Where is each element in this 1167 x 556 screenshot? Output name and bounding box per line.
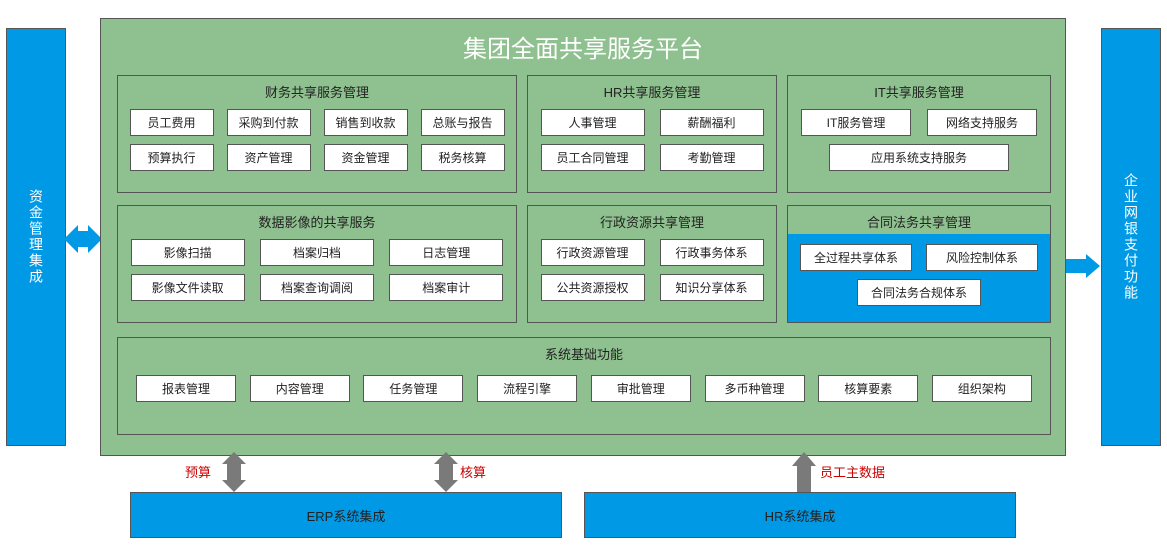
group-it: IT共享服务管理 IT服务管理 网络支持服务 应用系统支持服务: [787, 75, 1051, 193]
group-hr: HR共享服务管理 人事管理 薪酬福利 员工合同管理 考勤管理: [527, 75, 777, 193]
data-item-5: 档案审计: [389, 274, 503, 301]
group-base: 系统基础功能 报表管理 内容管理 任务管理 流程引擎 审批管理 多币种管理 核算…: [117, 337, 1051, 435]
it-item-0: IT服务管理: [801, 109, 911, 136]
group-finance: 财务共享服务管理 员工费用 采购到付款 销售到收款 总账与报告 预算执行 资产管…: [117, 75, 517, 193]
base-item-7: 组织架构: [932, 375, 1032, 402]
group-admin: 行政资源共享管理 行政资源管理 行政事务体系 公共资源授权 知识分享体系: [527, 205, 777, 323]
arrow-employee: [792, 452, 816, 492]
bottom-erp-label: ERP系统集成: [307, 506, 386, 525]
admin-item-2: 公共资源授权: [541, 274, 645, 301]
arrow-budget: [222, 452, 246, 492]
main-panel: 集团全面共享服务平台 财务共享服务管理 员工费用 采购到付款 销售到收款 总账与…: [100, 18, 1066, 456]
group-hr-title: HR共享服务管理: [528, 76, 776, 105]
group-finance-title: 财务共享服务管理: [118, 76, 516, 105]
label-budget: 预算: [185, 462, 211, 481]
base-item-5: 多币种管理: [705, 375, 805, 402]
base-item-0: 报表管理: [136, 375, 236, 402]
group-legal-title: 合同法务共享管理: [788, 206, 1050, 235]
arrow-right: [1066, 254, 1100, 278]
legal-item-0: 全过程共享体系: [800, 244, 912, 271]
data-item-4: 档案查询调阅: [260, 274, 374, 301]
finance-item-0: 员工费用: [130, 109, 214, 136]
group-admin-title: 行政资源共享管理: [528, 206, 776, 235]
group-data: 数据影像的共享服务 影像扫描 档案归档 日志管理 影像文件读取 档案查询调阅 档…: [117, 205, 517, 323]
admin-item-1: 行政事务体系: [660, 239, 764, 266]
main-title: 集团全面共享服务平台: [101, 19, 1065, 72]
arrow-left: [64, 225, 102, 253]
hr-item-0: 人事管理: [541, 109, 645, 136]
base-item-4: 审批管理: [591, 375, 691, 402]
group-base-title: 系统基础功能: [118, 338, 1050, 367]
right-side-box: 企业网银支付功能: [1101, 28, 1161, 446]
bottom-hr-label: HR系统集成: [765, 506, 836, 525]
data-item-1: 档案归档: [260, 239, 374, 266]
hr-item-1: 薪酬福利: [660, 109, 764, 136]
bottom-erp: ERP系统集成: [130, 492, 562, 538]
bottom-hr: HR系统集成: [584, 492, 1016, 538]
it-item-1: 网络支持服务: [927, 109, 1037, 136]
finance-item-1: 采购到付款: [227, 109, 311, 136]
label-employee-master: 员工主数据: [820, 462, 885, 481]
group-it-title: IT共享服务管理: [788, 76, 1050, 105]
label-accounting: 核算: [460, 462, 486, 481]
base-item-3: 流程引擎: [477, 375, 577, 402]
group-data-title: 数据影像的共享服务: [118, 206, 516, 235]
base-item-6: 核算要素: [818, 375, 918, 402]
finance-item-6: 资金管理: [324, 144, 408, 171]
base-item-2: 任务管理: [363, 375, 463, 402]
finance-item-4: 预算执行: [130, 144, 214, 171]
group-legal: 合同法务共享管理 全过程共享体系 风险控制体系 合同法务合规体系: [787, 205, 1051, 323]
arrow-accounting: [434, 452, 458, 492]
finance-item-2: 销售到收款: [324, 109, 408, 136]
admin-item-3: 知识分享体系: [660, 274, 764, 301]
finance-item-5: 资产管理: [227, 144, 311, 171]
it-item-2: 应用系统支持服务: [829, 144, 1009, 171]
data-item-3: 影像文件读取: [131, 274, 245, 301]
left-side-label: 资金管理集成: [26, 189, 46, 285]
finance-item-3: 总账与报告: [421, 109, 505, 136]
hr-item-2: 员工合同管理: [541, 144, 645, 171]
legal-item-1: 风险控制体系: [926, 244, 1038, 271]
finance-item-7: 税务核算: [421, 144, 505, 171]
right-side-label: 企业网银支付功能: [1121, 173, 1141, 301]
legal-item-2: 合同法务合规体系: [857, 279, 981, 306]
data-item-2: 日志管理: [389, 239, 503, 266]
base-item-1: 内容管理: [250, 375, 350, 402]
data-item-0: 影像扫描: [131, 239, 245, 266]
hr-item-3: 考勤管理: [660, 144, 764, 171]
left-side-box: 资金管理集成: [6, 28, 66, 446]
admin-item-0: 行政资源管理: [541, 239, 645, 266]
